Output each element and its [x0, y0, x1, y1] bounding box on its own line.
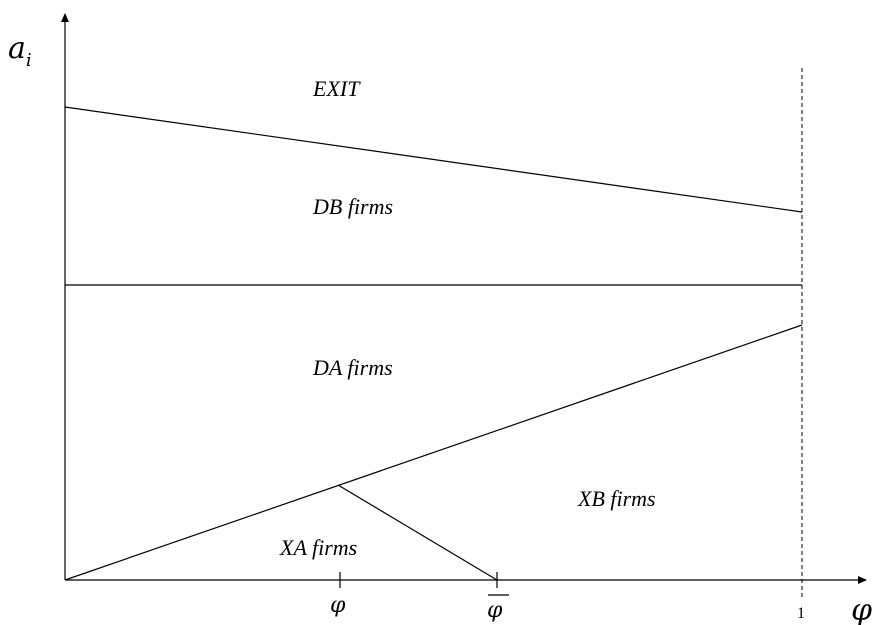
export-boundary-line	[64, 324, 803, 581]
region-label-xb: XB firms	[577, 486, 656, 511]
tick-label-one: 1	[797, 605, 805, 622]
region-label-exit: EXIT	[312, 76, 361, 101]
x-axis-label: φ	[851, 593, 872, 625]
tick-label-phi-lower: φ	[330, 593, 346, 618]
y-axis-label: ai	[8, 31, 32, 71]
region-label-da: DA firms	[312, 355, 393, 380]
region-label-xa: XA firms	[279, 535, 357, 560]
region-label-db: DB firms	[312, 194, 393, 219]
exit-boundary-line	[64, 106, 803, 213]
tick-label-phi-upper: φ	[487, 598, 503, 623]
xa-xb-boundary-line	[337, 484, 498, 581]
